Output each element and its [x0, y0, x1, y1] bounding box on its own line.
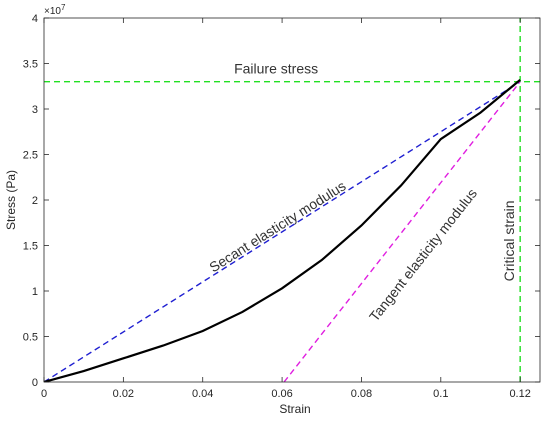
stress-strain-curve: [44, 79, 521, 382]
tangent-modulus-line: [283, 81, 521, 382]
failure-stress-label: Failure stress: [234, 61, 318, 77]
y-multiplier-base: ×10: [44, 6, 61, 17]
plot-area: [44, 18, 540, 382]
x-tick-label: 0.1: [433, 388, 448, 400]
y-tick-label: 1.5: [23, 241, 38, 253]
y-tick-label: 2.5: [23, 150, 38, 162]
y-tick-label: 0: [32, 377, 38, 389]
y-tick-label: 1: [32, 286, 38, 298]
x-axis-title: Strain: [279, 402, 310, 416]
x-tick-label: 0.02: [113, 388, 134, 400]
ticks: 0 0.02 0.04 0.06 0.08 0.1 0.12 0 0.5 1 1.5 2 2.5 3 3.5…: [23, 13, 540, 400]
y-tick-label: 3: [32, 104, 38, 116]
x-tick-label: 0.12: [509, 388, 530, 400]
y-multiplier-exponent: 7: [61, 3, 66, 12]
x-tick-label: 0: [41, 388, 47, 400]
x-tick-label: 0.08: [351, 388, 372, 400]
secant-modulus-label: Secant elasticity modulus: [206, 177, 348, 275]
y-tick-label: 4: [32, 13, 38, 25]
y-tick-label: 0.5: [23, 332, 38, 344]
critical-strain-label: Critical strain: [501, 200, 517, 281]
y-tick-label: 2: [32, 195, 38, 207]
x-tick-label: 0.04: [192, 388, 213, 400]
x-tick-label: 0.06: [271, 388, 292, 400]
y-tick-label: 3.5: [23, 59, 38, 71]
y-multiplier: ×107: [44, 3, 66, 17]
secant-modulus-line: [44, 81, 521, 382]
y-axis-title: Stress (Pa): [4, 170, 18, 230]
